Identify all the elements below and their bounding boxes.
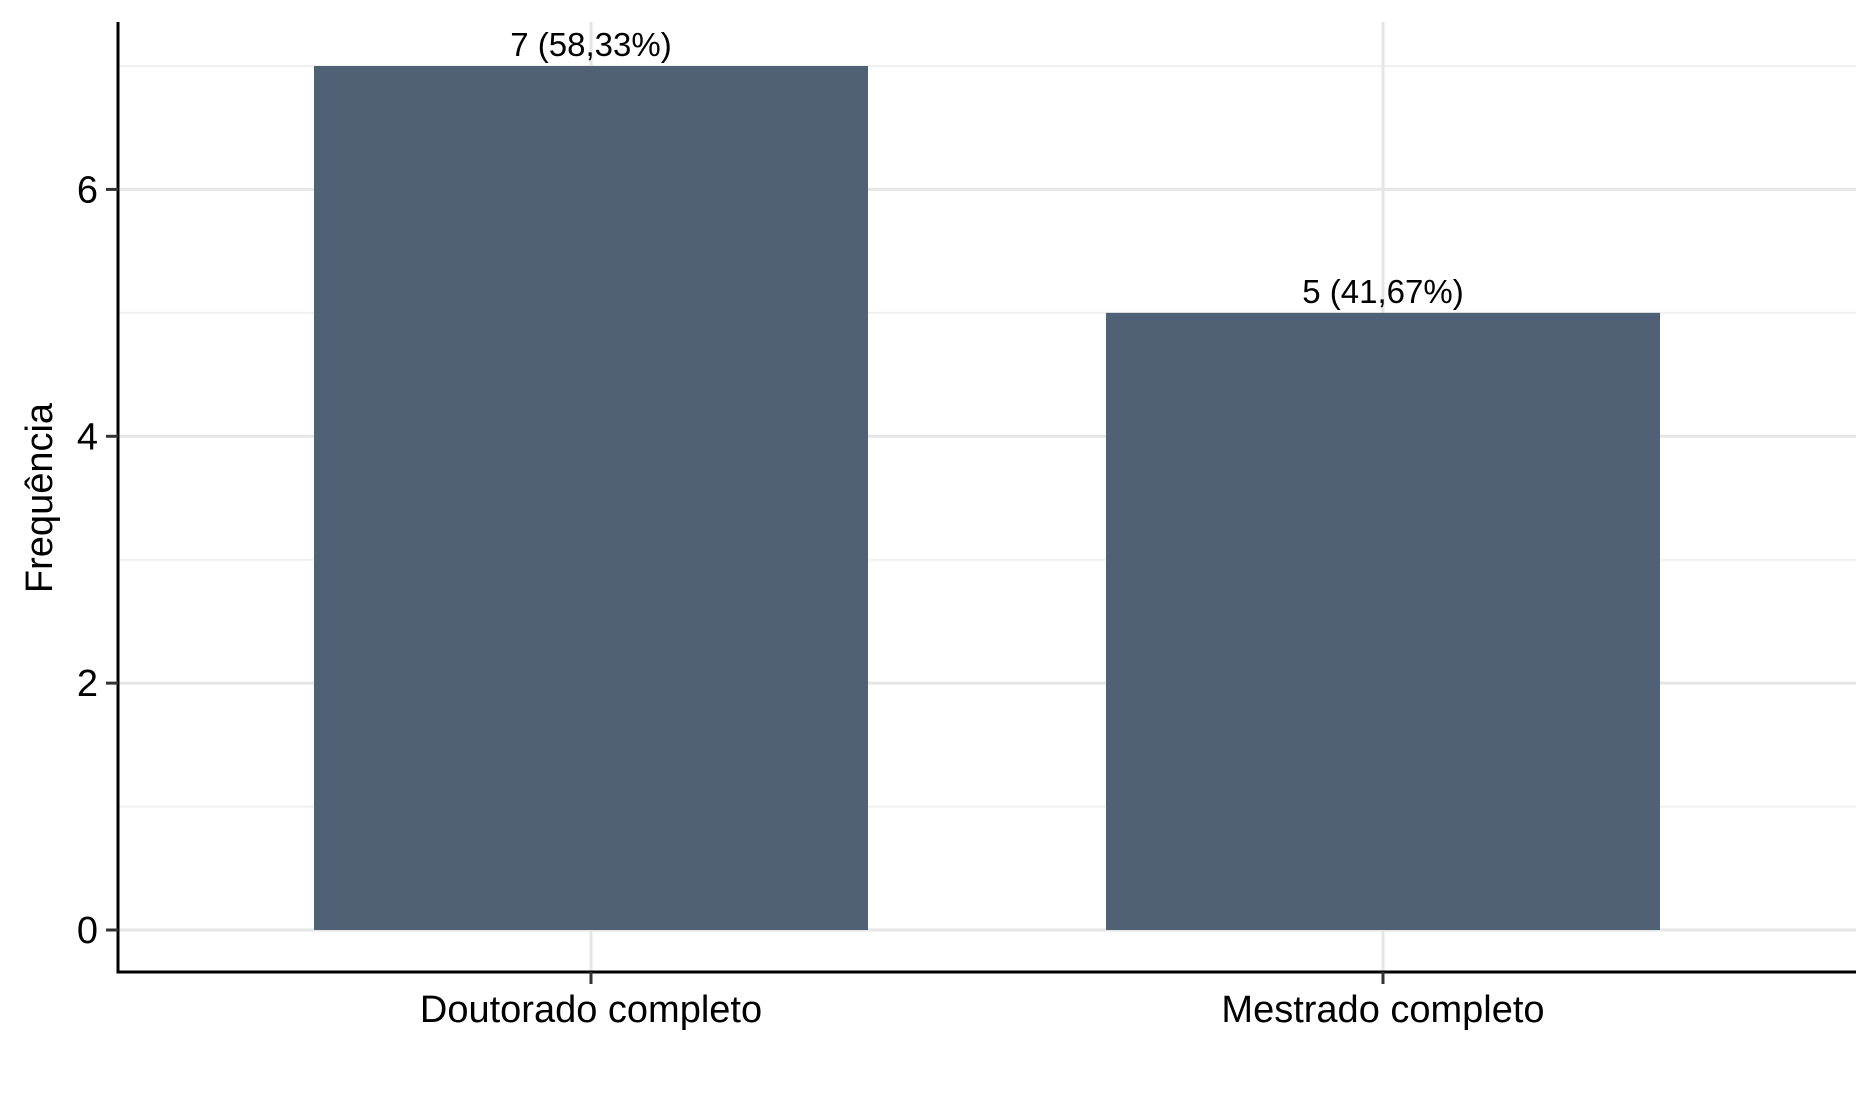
axes [116,22,1856,974]
y-tick-label: 6 [77,169,98,211]
bar-value-label: 5 (41,67%) [1302,273,1463,310]
bars [314,66,1660,930]
data-labels: 7 (58,33%) 5 (41,67%) [510,26,1463,310]
bar-2 [1106,312,1660,930]
y-tick-label: 2 [77,663,98,705]
y-axis-title: Frequência [19,402,61,593]
ticks: 0 2 4 6 Doutorado completo Mestrado completo [77,169,1545,1031]
bar-value-label: 7 (58,33%) [510,26,671,63]
x-tick-label: Doutorado completo [420,989,762,1031]
y-tick-label: 4 [77,416,98,458]
bar-1 [314,66,868,930]
x-tick-label: Mestrado completo [1221,989,1544,1031]
y-tick-label: 0 [77,910,98,952]
